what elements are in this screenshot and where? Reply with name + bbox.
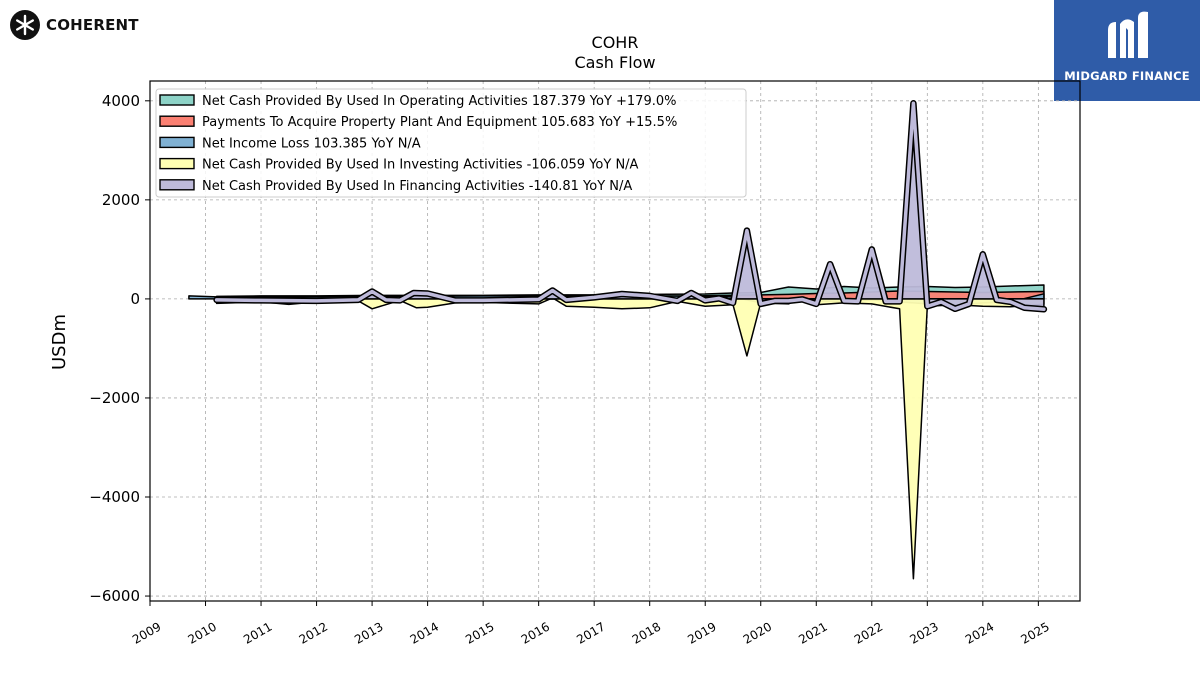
y-tick-label: −4000 <box>89 488 140 506</box>
midgard-m-icon <box>1108 11 1148 59</box>
series-area-3 <box>215 296 1045 580</box>
y-tick-label: 4000 <box>102 92 140 110</box>
legend-swatch <box>159 94 195 106</box>
x-tick-label: 2012 <box>297 619 330 646</box>
x-tick-label: 2018 <box>630 619 663 646</box>
legend-entry: Net Cash Provided By Used In Financing A… <box>202 179 632 194</box>
coherent-asterisk-icon <box>10 10 40 40</box>
x-tick-label: 2017 <box>574 619 607 646</box>
x-tick-label: 2016 <box>519 619 552 646</box>
legend-box <box>155 88 747 198</box>
legend: Net Cash Provided By Used In Operating A… <box>155 88 747 198</box>
brand-name: MIDGARD FINANCE <box>1064 69 1190 83</box>
plot-frame <box>149 80 1081 602</box>
legend-swatch <box>159 179 195 191</box>
x-tick-label: 2019 <box>685 619 718 646</box>
y-tick-label: −2000 <box>89 389 140 407</box>
x-tick-label: 2014 <box>408 619 441 646</box>
x-tick-label: 2023 <box>907 619 940 646</box>
x-tick-label: 2020 <box>741 619 774 646</box>
legend-entry: Net Cash Provided By Used In Operating A… <box>202 94 676 109</box>
chart-title: COHR <box>592 33 639 52</box>
x-tick-label: 2015 <box>463 619 496 646</box>
x-tick-label: 2010 <box>186 619 219 646</box>
y-tick-label: 2000 <box>102 191 140 209</box>
company-logo: COHERENT <box>10 10 139 40</box>
x-tick-label: 2022 <box>852 619 885 646</box>
x-tick-label: 2025 <box>1018 619 1051 646</box>
legend-entry: Net Cash Provided By Used In Investing A… <box>202 158 639 173</box>
company-name: COHERENT <box>46 16 139 34</box>
legend-swatch <box>159 157 195 170</box>
legend-swatch <box>159 115 195 127</box>
series-layer <box>188 100 1048 580</box>
chart-subtitle: Cash Flow <box>574 53 655 72</box>
x-tick-label: 2011 <box>241 619 274 646</box>
x-tick-label: 2024 <box>963 619 996 646</box>
financing-line <box>214 101 1046 312</box>
x-tick-label: 2021 <box>796 619 829 646</box>
legend-entry: Net Income Loss 103.385 YoY N/A <box>202 136 421 151</box>
legend-entry: Payments To Acquire Property Plant And E… <box>202 115 677 130</box>
x-tick-label: 2013 <box>352 619 385 646</box>
brand-badge: MIDGARD FINANCE <box>1054 0 1200 101</box>
y-axis-label: USDm <box>49 314 70 370</box>
x-tick-label: 2009 <box>130 619 163 646</box>
legend-swatch <box>159 136 195 149</box>
y-tick-label: 0 <box>130 290 140 308</box>
y-tick-label: −6000 <box>89 587 140 605</box>
